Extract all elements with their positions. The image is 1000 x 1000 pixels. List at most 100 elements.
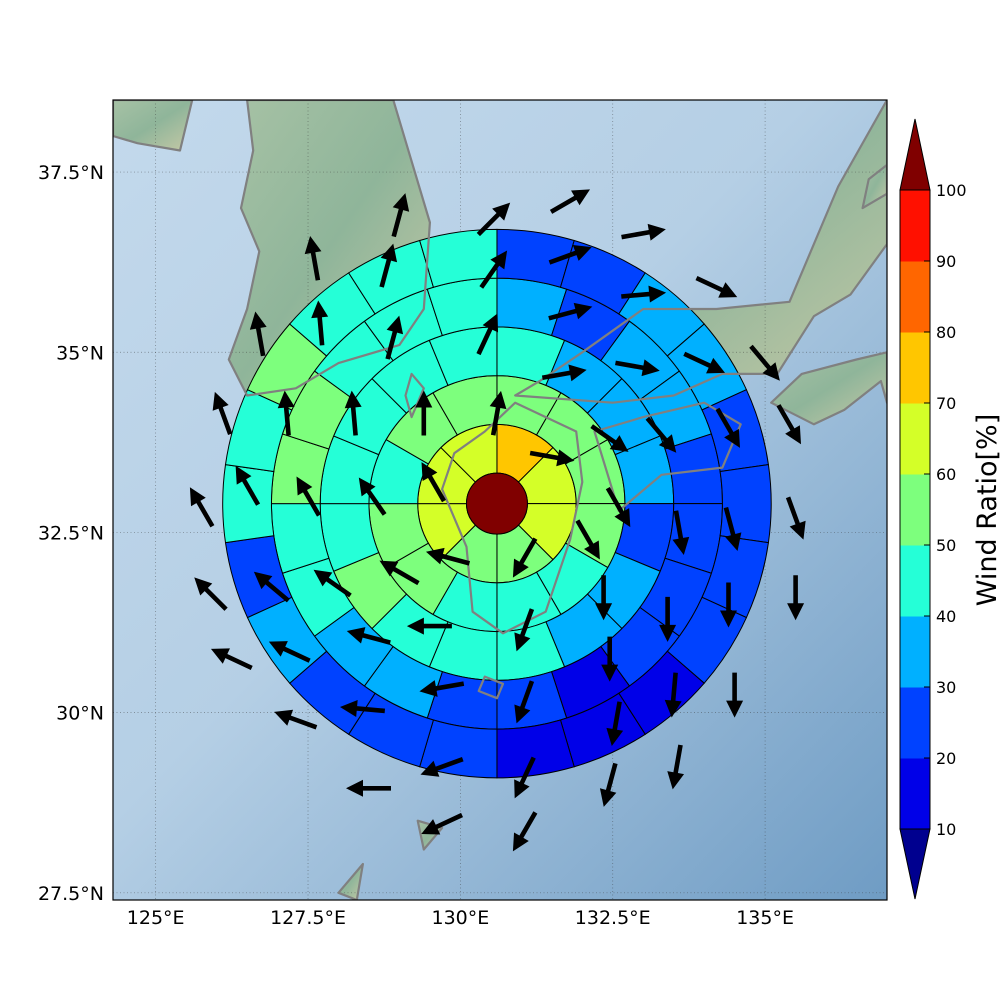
lat-tick-label: 37.5°N <box>38 162 104 184</box>
wind-arrow <box>346 779 391 797</box>
colorbar-segment <box>900 332 930 404</box>
colorbar-segment <box>900 403 930 475</box>
wind-arrow <box>406 617 452 635</box>
wind-arrow <box>621 223 666 241</box>
wind-arrow <box>296 476 321 517</box>
wind-arrow <box>304 235 322 281</box>
coastline <box>593 401 742 512</box>
wind-arrow <box>210 648 253 670</box>
colorbar-extend-min <box>899 828 931 900</box>
wind-arrow <box>476 313 499 356</box>
wind-arrow <box>514 756 536 799</box>
sector-ring5-22 <box>419 228 498 288</box>
wind-arrow <box>776 404 801 445</box>
lon-tick-label: 127.5°E <box>270 907 346 929</box>
colorbar-segment <box>900 758 930 830</box>
wind-arrow <box>695 276 738 298</box>
colorbar-label: Wind Ratio[%] <box>972 414 1000 606</box>
colorbar-segment <box>900 616 930 688</box>
colorbar-tick-label: 10 <box>936 820 956 839</box>
wind-arrow <box>601 636 619 682</box>
wind-arrow <box>391 193 410 238</box>
wind-arrow <box>715 407 740 448</box>
coastline <box>113 100 194 152</box>
colorbar-tick-label: 30 <box>936 678 956 697</box>
land-shape <box>771 352 887 425</box>
wind-arrow <box>683 351 726 374</box>
wind-arrow <box>379 560 420 586</box>
colorbar-segment <box>900 545 930 617</box>
wind-arrow <box>726 672 744 718</box>
wind-arrow <box>268 641 311 663</box>
wind-arrow <box>599 762 618 807</box>
wind-arrow <box>274 709 318 730</box>
lat-tick-label: 27.5°N <box>38 883 104 905</box>
colorbar-tick-label: 60 <box>936 465 956 484</box>
wind-arrow <box>549 189 591 214</box>
wind-arrow <box>723 506 742 552</box>
wind-arrow <box>194 577 228 611</box>
wind-arrow <box>667 744 685 790</box>
coastline <box>770 351 887 426</box>
wind-arrow <box>590 424 629 452</box>
wind-arrow <box>339 700 386 717</box>
wind-arrow <box>606 701 624 747</box>
wind-arrows <box>189 189 806 852</box>
wind-arrow <box>659 596 677 642</box>
colorbar-segment <box>900 261 930 333</box>
colorbar-tick-label: 50 <box>936 536 956 555</box>
wind-arrow <box>548 244 592 265</box>
lat-tick-label: 35°N <box>56 342 104 364</box>
colorbar-segment <box>900 687 930 759</box>
coastlines <box>113 100 887 900</box>
latitude-ticks: 27.5°N 30°N 32.5°N 35°N 37.5°N <box>38 162 104 905</box>
land-shape <box>113 100 193 151</box>
center-disc <box>465 472 528 535</box>
wind-arrow <box>311 300 329 346</box>
colorbar-tick-label: 20 <box>936 749 956 768</box>
wind-arrow <box>419 680 465 697</box>
colorbar-frame <box>899 189 931 830</box>
wind-arrow <box>385 315 404 360</box>
coastline <box>477 675 505 700</box>
wind-arrow <box>615 359 660 377</box>
lat-tick-label: 30°N <box>56 703 104 725</box>
wind-arrow <box>489 390 507 436</box>
wind-arrow <box>249 311 267 357</box>
wind-arrow <box>420 757 464 777</box>
wind-arrow <box>575 519 600 560</box>
wind-arrow <box>346 627 391 645</box>
wind-arrow <box>358 477 387 516</box>
coastline <box>514 100 887 404</box>
wind-arrow <box>421 812 464 835</box>
colorbar-extend-max <box>899 118 931 191</box>
wind-arrow <box>672 510 690 556</box>
wind-arrow <box>512 811 538 852</box>
wind-arrow <box>189 487 215 528</box>
plot-frame <box>112 99 888 901</box>
lon-tick-label: 130°E <box>431 907 489 929</box>
wind-arrow <box>313 569 352 598</box>
sector-ring5-11 <box>496 719 575 779</box>
land-shape <box>338 864 363 900</box>
lon-tick-label: 132.5°E <box>575 907 651 929</box>
colorbar-tick-label: 80 <box>936 323 956 342</box>
lon-tick-label: 125°E <box>127 907 185 929</box>
colorbar-tick-label: 70 <box>936 394 956 413</box>
wind-arrow <box>253 571 290 603</box>
wind-arrow <box>512 537 538 578</box>
wind-arrow <box>379 243 398 288</box>
land-shape <box>862 164 887 209</box>
wind-arrow <box>514 680 535 724</box>
colorbar-tick-label: 90 <box>936 252 956 271</box>
colorbar-segment <box>900 190 930 262</box>
land-shape <box>515 100 887 403</box>
wind-arrow <box>421 462 446 503</box>
coastline <box>861 163 887 210</box>
wind-arrow <box>541 364 587 382</box>
wind-arrow <box>277 390 295 436</box>
colorbar-segment <box>900 474 930 546</box>
wind-arrow <box>344 390 362 436</box>
coastline <box>441 401 584 635</box>
